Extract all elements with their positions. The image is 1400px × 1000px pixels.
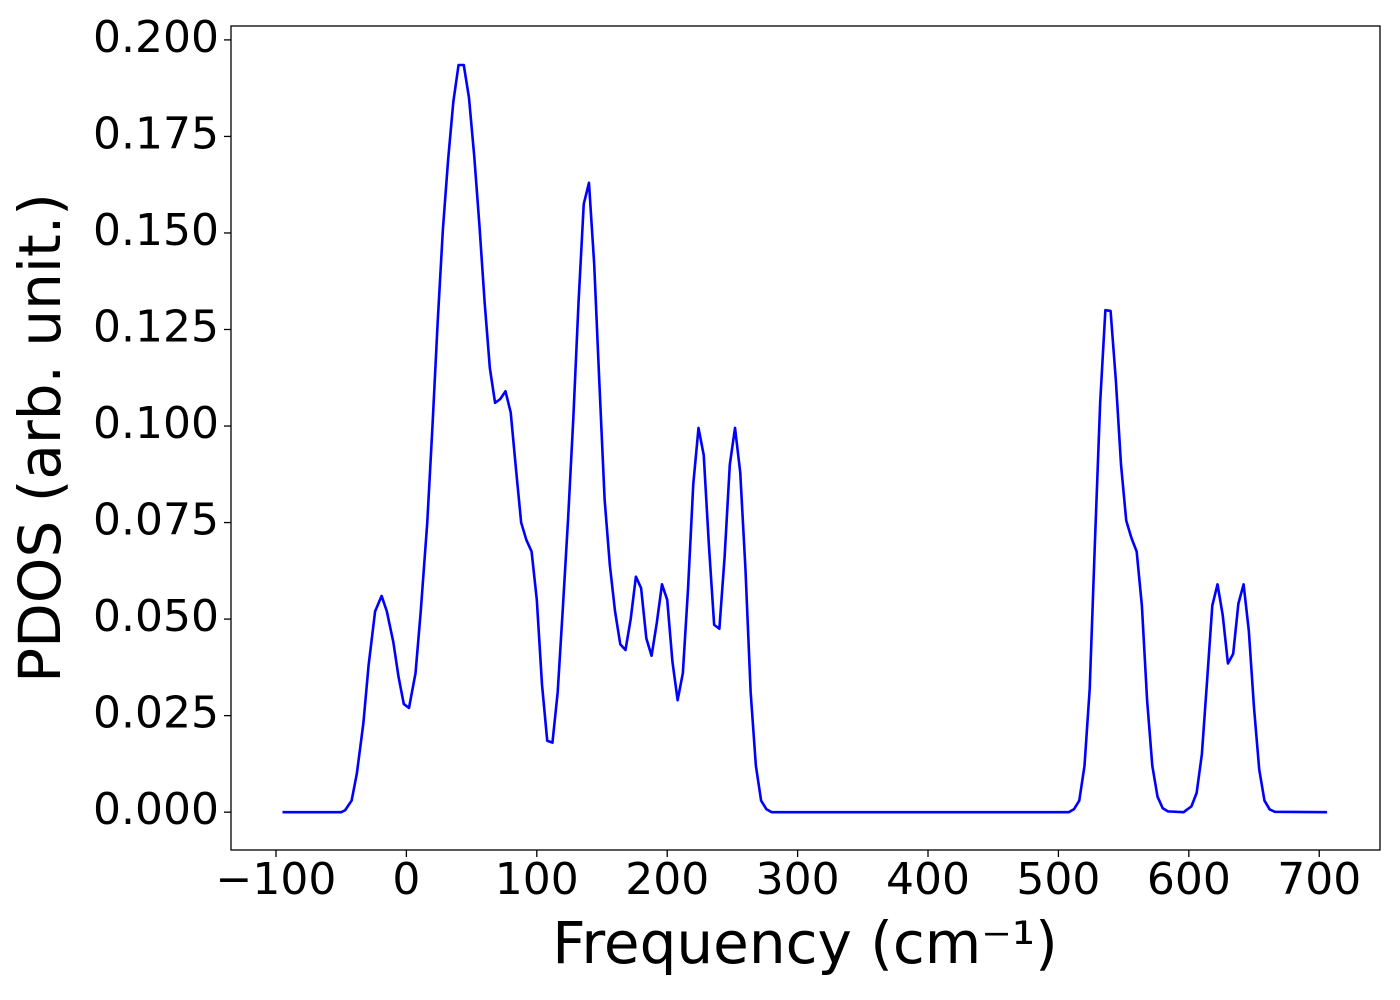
plot-frame	[230, 25, 1381, 851]
x-tick-label: −100	[216, 854, 337, 905]
line	[282, 63, 1328, 814]
y-tick-label: 0.175	[93, 108, 219, 159]
x-tick-label: 400	[886, 854, 970, 905]
x-tick-label: 100	[495, 854, 579, 905]
y-tick-label: 0.050	[93, 591, 219, 642]
y-tick-label: 0.125	[93, 301, 219, 352]
y-tick-label: 0.025	[93, 688, 219, 739]
y-tick-label: 0.000	[93, 784, 219, 835]
y-axis-label: PDOS (arb. unit.)	[6, 193, 74, 683]
y-tick-label: 0.075	[93, 495, 219, 546]
x-tick-label: 200	[625, 854, 709, 905]
y-tick-label: 0.150	[93, 205, 219, 256]
y-tick-label: 0.100	[93, 398, 219, 449]
x-tick-label: 500	[1016, 854, 1100, 905]
x-tick-label: 0	[392, 854, 420, 905]
x-tick-label: 300	[756, 854, 840, 905]
y-tick-label: 0.200	[93, 12, 219, 63]
x-tick-label: 600	[1147, 854, 1231, 905]
x-tick-label: 700	[1277, 854, 1361, 905]
x-axis-label: Frequency (cm⁻¹)	[552, 909, 1058, 977]
